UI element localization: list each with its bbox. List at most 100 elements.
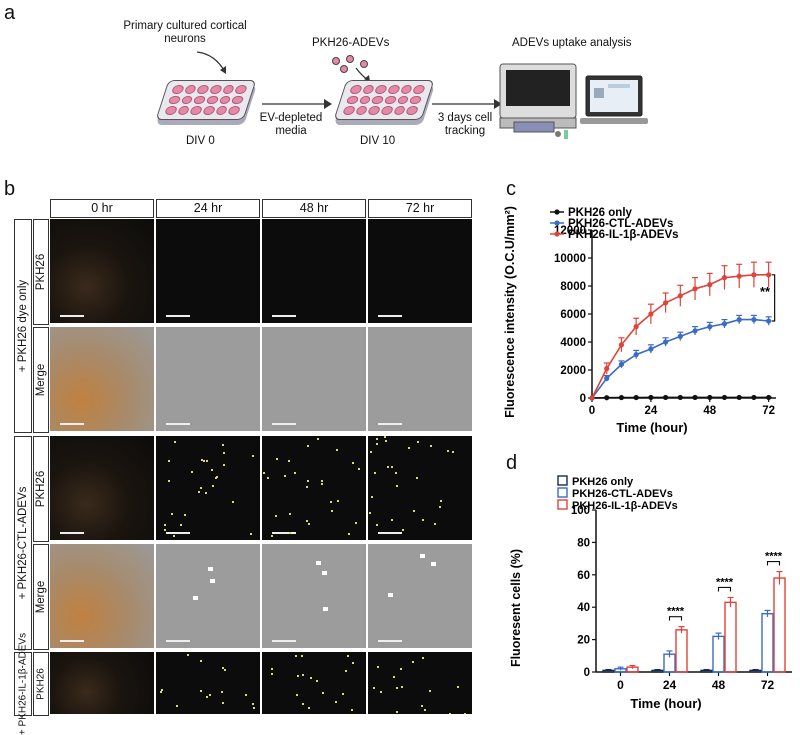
arrow-icon <box>195 48 235 78</box>
fluorescent-dot <box>396 687 398 689</box>
legend-text: PKH26-CTL-ADEVs <box>572 488 673 500</box>
fluorescent-dot <box>308 707 310 709</box>
fluorescent-dot <box>457 686 459 688</box>
pkh-label: PKH26-ADEVs <box>312 37 389 50</box>
fluorescent-dot <box>271 668 273 670</box>
fluorescent-dot <box>417 441 419 443</box>
arrowhead-icon <box>388 593 393 597</box>
y-tick-label: 0 <box>584 667 590 679</box>
fluorescent-dot <box>245 694 247 696</box>
fluorescent-dot <box>223 452 225 454</box>
data-point <box>692 328 697 333</box>
neurons-label: Primary cultured cortical neurons <box>120 20 250 46</box>
scale-bar <box>272 640 296 642</box>
fluorescent-dot <box>302 703 304 705</box>
legend-swatch <box>558 476 567 485</box>
legend-marker <box>554 220 559 225</box>
row-label-pkh26: PKH26 <box>33 652 49 716</box>
x-tick-label: 24 <box>663 678 677 692</box>
fluorescent-dot <box>222 444 224 446</box>
fluorescent-dot <box>391 519 393 521</box>
bar <box>774 578 785 672</box>
fluorescent-dot <box>355 522 357 524</box>
micrograph <box>50 544 154 648</box>
micrograph <box>368 327 472 431</box>
fluorescent-dot <box>164 524 166 526</box>
y-tick-label: 4000 <box>560 337 586 349</box>
fluorescent-dot <box>168 460 170 462</box>
fluorescent-dot <box>321 480 323 482</box>
bar <box>762 614 773 672</box>
data-point <box>766 395 771 400</box>
panel-label-a: a <box>4 2 15 25</box>
fluorescent-dot <box>209 694 211 696</box>
fluorescent-dot <box>322 692 324 694</box>
micrograph <box>368 544 472 648</box>
fluorescent-dot <box>380 691 382 693</box>
x-tick-label: 48 <box>703 405 716 417</box>
data-point <box>634 324 639 329</box>
panel-label-c: c <box>506 178 516 201</box>
fluorescent-dot <box>317 438 319 440</box>
fluorescent-dot <box>371 496 373 498</box>
y-tick-label: 10000 <box>554 253 586 265</box>
data-point <box>751 272 756 277</box>
scale-bar <box>378 640 402 642</box>
data-point <box>634 352 639 357</box>
legend-marker <box>554 209 559 214</box>
data-point <box>722 395 727 400</box>
data-point <box>692 395 697 400</box>
line-chart: PKH26 only PKH26-CTL-ADEVs PKH26-IL-1β-A… <box>500 200 796 440</box>
data-point <box>604 376 609 381</box>
y-axis-label: Fluorescence intensity (O.C.U/mm²) <box>503 206 517 418</box>
arrowhead-icon <box>431 562 436 566</box>
data-point <box>604 395 609 400</box>
data-point <box>737 274 742 279</box>
fluorescent-dot <box>348 533 350 535</box>
fluorescent-dot <box>301 655 303 657</box>
fluorescent-dot <box>430 445 432 447</box>
y-tick-label: 8000 <box>560 281 586 293</box>
significance-bracket <box>772 275 775 321</box>
column-header-0hr: 0 hr <box>50 199 154 218</box>
data-point <box>648 311 653 316</box>
fluorescent-dot <box>200 487 202 489</box>
data-point <box>663 395 668 400</box>
fluorescent-dot <box>429 690 431 692</box>
data-point <box>707 324 712 329</box>
fluorescent-dot <box>321 483 323 485</box>
fluorescent-dot <box>376 524 378 526</box>
fluorescent-dot <box>307 445 309 447</box>
fluorescent-dot <box>271 535 273 537</box>
fluorescent-dot <box>198 491 200 493</box>
group-label-il1b: + PKH26-IL-1β-ADEVs <box>14 652 32 716</box>
micrograph <box>156 544 260 648</box>
fluorescent-dot <box>200 690 202 692</box>
fluorescent-dot <box>289 532 291 534</box>
data-point <box>737 317 742 322</box>
y-tick-label: 0 <box>580 393 586 405</box>
fluorescent-dot <box>447 450 449 452</box>
x-tick-label: 0 <box>617 678 624 692</box>
column-header-24hr: 24 hr <box>156 199 260 218</box>
fluorescent-dot <box>352 462 354 464</box>
fluorescent-dot <box>434 523 436 525</box>
fluorescent-dot <box>396 485 398 487</box>
scale-bar <box>60 315 84 317</box>
fluorescent-dot <box>413 510 415 512</box>
fluorescent-dot <box>275 515 277 517</box>
uptake-label: ADEVs uptake analysis <box>512 37 632 50</box>
row-label-merge: Merge <box>33 544 49 650</box>
fluorescent-dot <box>203 460 205 462</box>
fluorescent-dot <box>206 460 208 462</box>
scale-bar <box>272 532 296 534</box>
legend-swatch <box>558 500 567 509</box>
fluorescent-dot <box>284 475 286 477</box>
micrograph <box>368 219 472 323</box>
fluorescent-dot <box>276 458 278 460</box>
fluorescent-dot <box>384 436 386 438</box>
data-point <box>619 395 624 400</box>
arrowhead-icon <box>322 571 327 575</box>
fluorescent-dot <box>200 660 202 662</box>
arrowhead-icon <box>323 607 328 611</box>
